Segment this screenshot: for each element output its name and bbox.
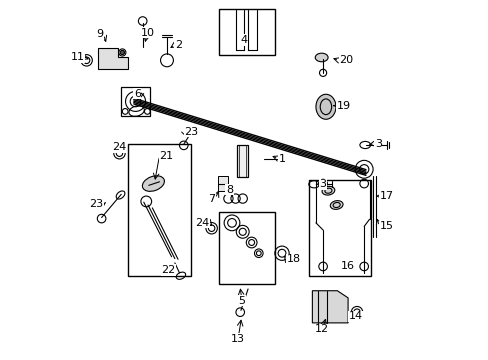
Text: 23: 23 bbox=[89, 199, 103, 209]
Text: 3: 3 bbox=[374, 139, 381, 149]
Text: 18: 18 bbox=[286, 254, 300, 264]
Text: 12: 12 bbox=[315, 324, 329, 334]
Text: 24: 24 bbox=[195, 218, 209, 228]
Text: 1: 1 bbox=[278, 154, 285, 163]
Text: 7: 7 bbox=[208, 194, 215, 203]
Text: 11: 11 bbox=[70, 53, 84, 63]
Text: 13: 13 bbox=[231, 334, 244, 344]
Bar bbox=[219, 212, 274, 284]
Ellipse shape bbox=[315, 94, 335, 119]
Text: 16: 16 bbox=[341, 261, 354, 271]
Ellipse shape bbox=[329, 201, 343, 210]
Polygon shape bbox=[98, 48, 128, 69]
Text: 17: 17 bbox=[379, 191, 393, 201]
Text: 24: 24 bbox=[111, 142, 125, 152]
Circle shape bbox=[120, 50, 124, 55]
Text: 14: 14 bbox=[348, 311, 362, 321]
Text: 21: 21 bbox=[159, 151, 173, 161]
Text: 22: 22 bbox=[161, 265, 175, 275]
Text: 23: 23 bbox=[184, 127, 198, 137]
Text: 15: 15 bbox=[379, 221, 393, 231]
Ellipse shape bbox=[142, 176, 164, 192]
Circle shape bbox=[101, 57, 108, 64]
Text: 9: 9 bbox=[96, 29, 103, 39]
Text: 19: 19 bbox=[336, 101, 350, 111]
Text: 20: 20 bbox=[339, 55, 352, 65]
Bar bbox=[217, 176, 228, 191]
Bar bbox=[308, 180, 370, 276]
Text: 10: 10 bbox=[140, 28, 154, 38]
Bar bbox=[237, 145, 247, 177]
Text: 2: 2 bbox=[175, 40, 182, 50]
Text: 6: 6 bbox=[134, 89, 141, 99]
Ellipse shape bbox=[322, 186, 334, 195]
Bar bbox=[219, 9, 274, 55]
Text: 5: 5 bbox=[238, 296, 245, 306]
Circle shape bbox=[119, 49, 125, 56]
Text: 8: 8 bbox=[225, 185, 233, 195]
Text: 3: 3 bbox=[319, 179, 326, 189]
Polygon shape bbox=[312, 291, 347, 323]
Bar bbox=[128, 144, 190, 276]
Circle shape bbox=[102, 58, 106, 62]
Text: 4: 4 bbox=[240, 35, 247, 45]
Ellipse shape bbox=[315, 53, 327, 62]
Bar bbox=[121, 87, 149, 116]
